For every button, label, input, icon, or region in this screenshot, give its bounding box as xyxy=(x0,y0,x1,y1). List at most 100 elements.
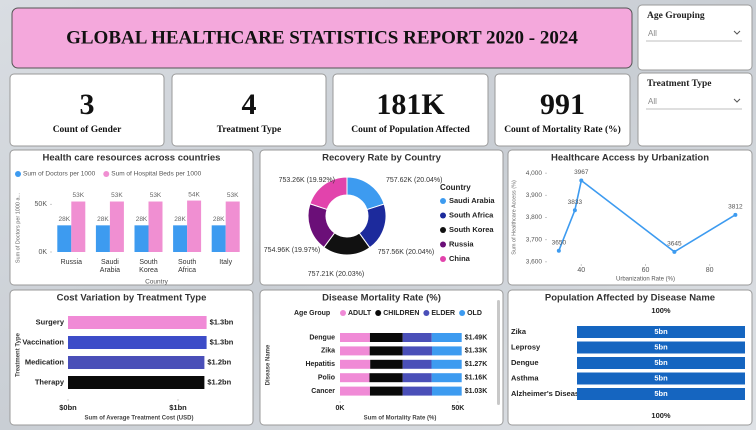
legend-swatch xyxy=(103,171,110,177)
legend-swatch xyxy=(340,310,346,316)
bar xyxy=(68,356,205,369)
y-tick-label: Dengue xyxy=(511,358,539,367)
y-tick-label: Therapy xyxy=(35,377,65,386)
kpi-value: 991 xyxy=(540,88,585,121)
data-label: 5bn xyxy=(654,327,668,336)
bar-segment xyxy=(369,333,403,342)
kpi-label: Count of Mortality Rate (%) xyxy=(504,124,621,135)
data-label: 757.56K (20.04%) xyxy=(378,249,434,256)
chart-title: Disease Mortality Rate (%) xyxy=(322,293,441,304)
data-label: 54K xyxy=(188,191,200,198)
data-label: 3833 xyxy=(568,199,583,206)
y-tick-label: 3,800 xyxy=(526,214,543,221)
line-point xyxy=(579,178,584,183)
y-tick-label: Leprosy xyxy=(511,342,541,351)
bar xyxy=(109,201,124,252)
x-axis-label: Country xyxy=(145,279,169,286)
y-tick-label: 3,900 xyxy=(526,192,543,199)
data-label: $1.3bn xyxy=(210,337,234,346)
bar xyxy=(225,201,240,252)
legend-swatch xyxy=(423,310,430,316)
bar-segment xyxy=(340,359,371,369)
y-tick-label: Dengue xyxy=(309,334,335,341)
bar-segment xyxy=(431,333,462,342)
kpi-value: 181K xyxy=(376,88,445,121)
report-title: GLOBAL HEALTHCARE STATISTICS REPORT 2020… xyxy=(66,27,578,48)
data-label: 53K xyxy=(73,192,85,199)
dropdown-chevron xyxy=(733,98,741,103)
data-label: 28K xyxy=(213,216,225,223)
data-label: 53K xyxy=(227,192,239,199)
y-tick-label: 3,700 xyxy=(526,236,543,243)
y-tick-label: Polio xyxy=(318,375,335,382)
x-tick-label: Saudi Arabia xyxy=(100,259,120,274)
legend-label: South Africa xyxy=(449,210,494,219)
legend-title: Age Group xyxy=(294,310,330,317)
total-label: $1.27K xyxy=(465,361,488,368)
y-axis-label: Treatment Type xyxy=(16,332,22,377)
bar-segment xyxy=(402,346,432,356)
legend-swatch xyxy=(440,241,446,248)
legend-swatch xyxy=(15,171,21,177)
legend-label: Saudi Arabia xyxy=(449,196,495,205)
bar-segment xyxy=(402,359,432,369)
funnel-bottom-label: 100% xyxy=(651,411,671,420)
total-label: $1.03K xyxy=(465,388,488,395)
bar xyxy=(95,225,110,252)
slicer-dropdown[interactable] xyxy=(646,26,744,40)
y-tick-label: Alzheimer's Disease xyxy=(511,389,583,398)
donut-slice xyxy=(309,176,348,211)
total-label: $1.33K xyxy=(465,348,488,355)
x-tick-label: 40 xyxy=(577,267,585,274)
data-label: 3650 xyxy=(552,239,567,246)
x-tick-label: Italy xyxy=(219,259,232,266)
x-tick-label: South Africa xyxy=(178,259,196,274)
legend-label: Russia xyxy=(449,239,474,248)
y-tick-label: Zika xyxy=(321,348,335,355)
funnel-top-label: 100% xyxy=(651,306,671,315)
chart-title: Healthcare Access by Urbanization xyxy=(551,153,709,164)
bar xyxy=(173,225,188,252)
data-label: 5bn xyxy=(654,373,668,382)
data-label: 757.62K (20.04%) xyxy=(386,177,442,184)
y-tick-label: 3,600 xyxy=(526,259,543,266)
bar xyxy=(187,200,202,252)
bar xyxy=(57,225,72,252)
total-label: $1.16K xyxy=(465,375,488,382)
data-label: 28K xyxy=(136,216,148,223)
line-point xyxy=(672,249,677,254)
slicer-dropdown[interactable] xyxy=(646,94,744,108)
bar-segment xyxy=(340,346,370,356)
x-tick-label: 0K xyxy=(336,405,345,412)
x-tick-label: 50K xyxy=(452,405,465,412)
y-tick-label: Hepatitis xyxy=(305,361,335,368)
title-box xyxy=(11,7,633,69)
funnel-bar xyxy=(577,372,745,385)
data-label: 754.96K (19.97%) xyxy=(264,247,320,254)
y-tick-label: Medication xyxy=(25,357,65,366)
funnel-bar xyxy=(577,388,745,400)
bar-segment xyxy=(369,346,403,356)
bar-segment xyxy=(340,373,370,383)
data-label: 3645 xyxy=(667,241,682,248)
data-label: 5bn xyxy=(654,358,668,367)
bar xyxy=(148,201,163,252)
slicer-label: Treatment Type xyxy=(647,79,711,89)
data-label: 3812 xyxy=(728,204,743,211)
bar xyxy=(68,336,207,349)
bar-segment xyxy=(370,359,403,369)
data-label: $1.2bn xyxy=(207,377,231,386)
legend-label: Sum of Doctors per 1000 xyxy=(23,171,96,178)
slicer-label: Age Grouping xyxy=(647,11,705,21)
legend-swatch xyxy=(440,227,446,233)
bar xyxy=(68,316,207,329)
bar-segment xyxy=(402,386,432,396)
legend-label: China xyxy=(449,254,471,263)
x-tick-label: 60 xyxy=(642,267,650,274)
legend-label: South Korea xyxy=(449,225,494,234)
scrollbar[interactable] xyxy=(497,300,500,405)
legend-swatch xyxy=(440,198,446,204)
kpi-card xyxy=(332,73,489,147)
